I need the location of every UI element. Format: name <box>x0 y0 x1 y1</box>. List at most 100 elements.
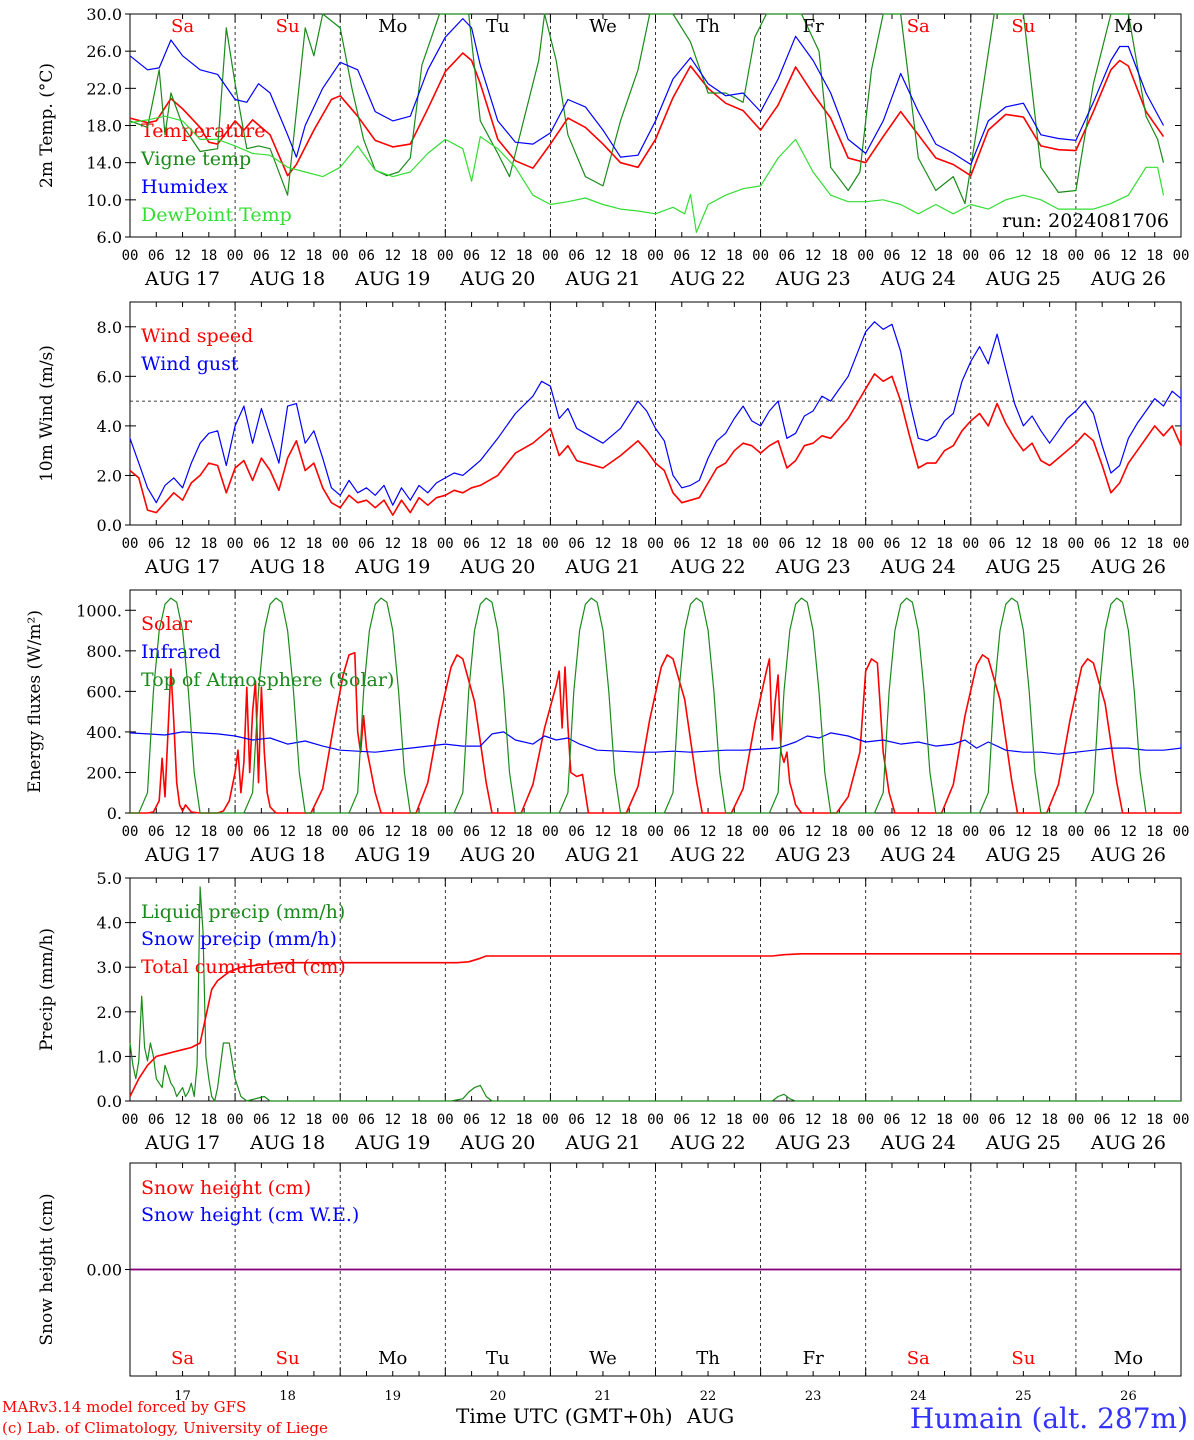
y-tick-label: 4.0 <box>97 417 122 436</box>
panels: 6.0 10.0 14.0 18.0 22.0 26.0 30.0 2m Temp. (°C)… <box>25 5 1189 1404</box>
y-tick-label: 400. <box>86 723 122 742</box>
y-tick-label: 1000. <box>76 601 122 620</box>
hour-label: 18 <box>1146 536 1163 552</box>
hour-label: 00 <box>752 1112 769 1128</box>
date-number: 26 <box>1120 1389 1137 1404</box>
date-label: AUG 23 <box>775 268 851 290</box>
y-tick-label: 26.0 <box>86 42 122 61</box>
series-temperature <box>129 52 1165 177</box>
date-label: AUG 26 <box>1090 1132 1166 1154</box>
date-number: 22 <box>700 1389 717 1404</box>
y-tick-label: 0.0 <box>97 516 122 535</box>
hour-label: 06 <box>884 248 901 264</box>
date-number: 21 <box>595 1389 612 1404</box>
hour-label: 06 <box>673 1112 690 1128</box>
date-label: AUG 18 <box>249 1132 325 1154</box>
hour-label: 12 <box>700 1112 717 1128</box>
date-label: AUG 23 <box>775 844 851 866</box>
hour-label: 00 <box>1173 824 1190 840</box>
hour-label: 06 <box>778 536 795 552</box>
hour-label: 00 <box>227 248 244 264</box>
lab-credit: (c) Lab. of Climatology, University of L… <box>2 1419 328 1437</box>
x-axis-title: Time UTC (GMT+0h) <box>456 1404 673 1428</box>
hour-label: 00 <box>1173 248 1190 264</box>
hour-label: 06 <box>253 1112 270 1128</box>
hour-label: 18 <box>726 536 743 552</box>
date-label: AUG 25 <box>985 268 1061 290</box>
day-name: Th <box>696 1348 720 1369</box>
series-infrared <box>129 731 1182 755</box>
date-label: AUG 19 <box>354 844 430 866</box>
hour-label: 00 <box>647 1112 664 1128</box>
hour-label: 00 <box>752 824 769 840</box>
legend-liquid-precip-mm-h-: Liquid precip (mm/h) <box>141 901 345 923</box>
y-axis-title: Precip (mm/h) <box>37 928 57 1051</box>
hour-label: 06 <box>884 824 901 840</box>
hour-label: 00 <box>647 536 664 552</box>
hour-label: 18 <box>411 248 428 264</box>
hour-label: 18 <box>1041 248 1058 264</box>
date-label: AUG 22 <box>669 268 745 290</box>
hour-label: 06 <box>673 824 690 840</box>
hour-label: 00 <box>647 824 664 840</box>
legend-dewpoint-temp: DewPoint Temp <box>141 204 292 226</box>
hour-label: 06 <box>148 1112 165 1128</box>
hour-label: 18 <box>516 248 533 264</box>
y-tick-label: 18.0 <box>86 117 122 136</box>
day-name: Mo <box>378 1348 407 1369</box>
y-tick-label: 0.0 <box>97 1092 122 1111</box>
hour-label: 12 <box>595 248 612 264</box>
hour-label: 12 <box>1015 248 1032 264</box>
hour-label: 12 <box>384 248 401 264</box>
hour-label: 00 <box>122 536 139 552</box>
date-label: AUG 25 <box>985 1132 1061 1154</box>
hour-label: 00 <box>542 536 559 552</box>
date-label: AUG 17 <box>144 556 220 578</box>
day-name: Sa <box>907 16 930 37</box>
model-credit: MARv3.14 model forced by GFS <box>2 1398 246 1416</box>
day-name: Fr <box>803 16 824 37</box>
date-label: AUG 21 <box>564 844 640 866</box>
plot-frame <box>129 589 1182 814</box>
date-label: AUG 26 <box>1090 268 1166 290</box>
hour-label: 12 <box>595 824 612 840</box>
date-label: AUG 18 <box>249 844 325 866</box>
hour-label: 06 <box>568 1112 585 1128</box>
hour-label: 00 <box>227 824 244 840</box>
date-label: AUG 24 <box>880 844 956 866</box>
panel-temperature: 6.0 10.0 14.0 18.0 22.0 26.0 30.0 2m Temp. (°C)… <box>37 5 1189 290</box>
hour-label: 18 <box>305 1112 322 1128</box>
y-tick-label: 8.0 <box>97 318 122 337</box>
date-number: 19 <box>384 1389 401 1404</box>
legend-wind-speed: Wind speed <box>141 325 253 347</box>
hour-label: 18 <box>831 824 848 840</box>
hour-label: 18 <box>411 824 428 840</box>
hour-label: 06 <box>1094 536 1111 552</box>
hour-label: 06 <box>358 248 375 264</box>
hour-label: 12 <box>700 536 717 552</box>
hour-label: 12 <box>1120 824 1137 840</box>
hour-label: 12 <box>174 536 191 552</box>
date-label: AUG 19 <box>354 268 430 290</box>
hour-label: 00 <box>752 248 769 264</box>
day-name: Su <box>1011 1348 1035 1369</box>
hour-label: 00 <box>122 248 139 264</box>
hour-label: 06 <box>463 824 480 840</box>
y-tick-label: 5.0 <box>97 869 122 888</box>
legend-temperature: Temperature <box>141 120 265 142</box>
hour-label: 18 <box>936 824 953 840</box>
legend-snow-height-cm-w-e-: Snow height (cm W.E.) <box>141 1204 359 1226</box>
date-label: AUG 25 <box>985 844 1061 866</box>
hour-label: 12 <box>174 248 191 264</box>
hour-label: 06 <box>673 536 690 552</box>
legend-total-cumulated-cm-: Total cumulated (cm) <box>141 956 346 978</box>
hour-label: 12 <box>174 824 191 840</box>
day-name: Sa <box>171 16 194 37</box>
date-label: AUG 23 <box>775 1132 851 1154</box>
hour-label: 06 <box>463 248 480 264</box>
day-name: Su <box>276 16 300 37</box>
plot-frame <box>129 301 1182 526</box>
series-total-cumulated-cm- <box>129 953 1181 1097</box>
series-top-of-atmosphere-solar- <box>130 597 1147 814</box>
hour-label: 06 <box>1094 824 1111 840</box>
